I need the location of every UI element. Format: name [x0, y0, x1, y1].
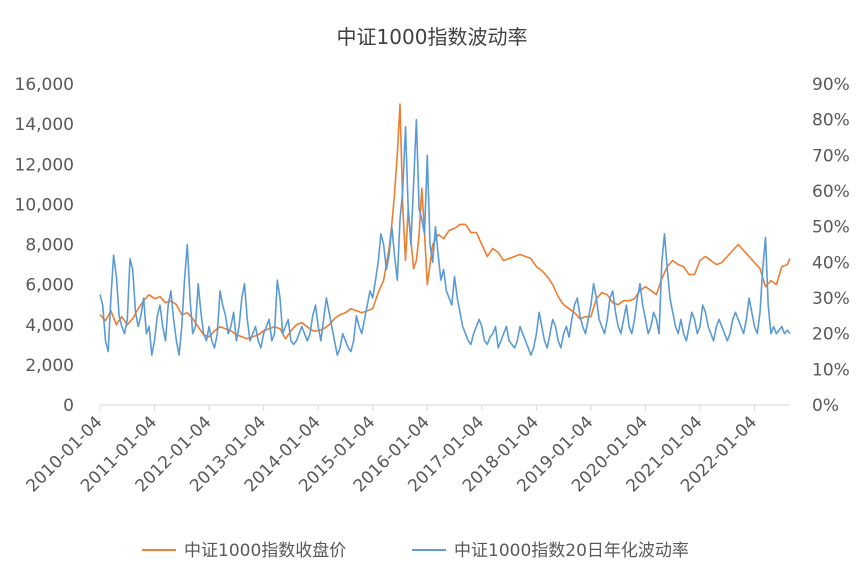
right-axis-tick-label: 90%	[812, 75, 850, 95]
series-lines	[99, 103, 791, 356]
right-axis-tick-label: 40%	[812, 253, 850, 273]
right-axis-tick-label: 60%	[812, 182, 850, 202]
left-axis-tick-label: 4,000	[25, 316, 74, 336]
legend-label-volatility: 中证1000指数20日年化波动率	[454, 541, 689, 561]
left-axis-tick-label: 6,000	[25, 276, 74, 296]
chart-title: 中证1000指数波动率	[337, 25, 528, 49]
legend-label-close-price: 中证1000指数收盘价	[184, 541, 346, 561]
right-axis-tick-label: 10%	[812, 360, 850, 380]
series-line-volatility	[99, 118, 791, 356]
left-axis-tick-label: 0	[63, 396, 74, 416]
left-axis-tick-label: 10,000	[15, 195, 74, 215]
left-axis-tick-label: 14,000	[15, 115, 74, 135]
right-axis-tick-label: 30%	[812, 289, 850, 309]
right-axis-tick-label: 20%	[812, 325, 850, 345]
left-axis-tick-label: 16,000	[15, 75, 74, 95]
series-line-close-price	[99, 103, 791, 340]
right-axis-tick-label: 70%	[812, 146, 850, 166]
right-axis-tick-label: 50%	[812, 218, 850, 238]
right-axis-tick-label: 0%	[812, 396, 839, 416]
x-axis: 2010-01-042011-01-042012-01-042013-01-04…	[23, 404, 790, 496]
left-axis-tick-label: 12,000	[15, 155, 74, 175]
left-axis-tick-label: 2,000	[25, 356, 74, 376]
left-axis-tick-labels: 0 2,000 4,000 6,000 8,000 10,000 12,000 14,000 1…	[15, 75, 74, 416]
right-axis-tick-label: 80%	[812, 111, 850, 131]
right-axis-tick-labels: 0% 10% 20% 30% 40% 50% 60% 70% 80% 90%	[812, 75, 850, 416]
left-axis-tick-label: 8,000	[25, 236, 74, 256]
legend: 中证1000指数收盘价 中证1000指数20日年化波动率	[142, 541, 689, 561]
